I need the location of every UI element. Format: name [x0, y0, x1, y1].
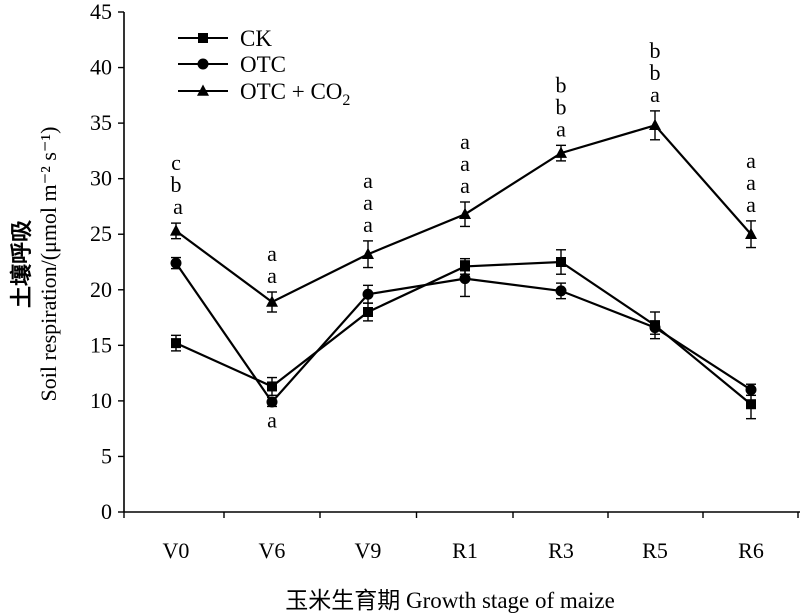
x-tick-label: V0	[163, 538, 190, 563]
significance-letter: a	[746, 192, 756, 217]
significance-letter: a	[363, 190, 373, 215]
significance-letter: b	[650, 60, 661, 85]
y-tick-label: 5	[101, 443, 112, 468]
significance-letter: a	[173, 194, 183, 219]
marker-triangle	[459, 207, 471, 219]
significance-letter: a	[746, 170, 756, 195]
significance-letter: a	[363, 168, 373, 193]
marker-circle	[266, 396, 278, 408]
x-tick-label: V6	[259, 538, 286, 563]
marker-square	[746, 399, 756, 410]
marker-triangle	[362, 247, 374, 259]
legend-label: OTC	[240, 52, 286, 77]
significance-letter: c	[171, 150, 181, 175]
marker-square	[363, 307, 373, 317]
y-tick-label: 0	[101, 499, 112, 524]
marker-square	[171, 338, 181, 349]
significance-letter: a	[267, 263, 277, 288]
y-axis-label-chinese: 土壤呼吸	[9, 219, 34, 308]
marker-triangle	[649, 118, 661, 131]
marker-triangle	[555, 146, 567, 158]
x-tick-label: R6	[738, 538, 764, 563]
legend-item: OTC + CO2	[178, 79, 350, 109]
y-tick-label: 40	[90, 55, 112, 80]
significance-letter: a	[267, 241, 277, 266]
y-tick-label: 25	[90, 221, 112, 246]
series-circle	[170, 256, 757, 408]
y-tick-label: 45	[90, 0, 112, 24]
marker-triangle	[266, 295, 278, 307]
y-tick-label: 20	[90, 277, 112, 302]
x-tick-label: V9	[355, 538, 382, 563]
y-tick-label: 15	[90, 332, 112, 357]
x-axis-label: 玉米生育期 Growth stage of maize	[285, 588, 615, 613]
marker-triangle	[745, 227, 757, 239]
x-tick-label: R3	[548, 538, 574, 563]
marker-circle	[459, 273, 471, 285]
marker-triangle	[170, 224, 182, 236]
significance-letter: b	[556, 94, 567, 119]
x-tick-label: R5	[642, 538, 668, 563]
marker-triangle	[197, 84, 209, 96]
marker-circle	[197, 58, 209, 70]
significance-letter: a	[460, 129, 470, 154]
significance-letter: a	[556, 116, 566, 141]
legend-label: CK	[240, 26, 272, 51]
significance-letter: a	[267, 408, 277, 433]
series-layer	[170, 110, 757, 420]
legend-label: OTC + CO2	[240, 79, 350, 109]
significance-letter: b	[171, 172, 182, 197]
y-axis-label: Soil respiration/(μmol m⁻² s⁻¹)	[36, 127, 61, 402]
y-tick-label: 30	[90, 166, 112, 191]
axes: 0 5 10 15 20 25 30 35 40 45 V0 V6 V9 R1 R3 R5 R6	[90, 0, 800, 563]
significance-letter: b	[650, 38, 661, 63]
significance-letter: b	[556, 72, 567, 97]
significance-letter: a	[460, 151, 470, 176]
significance-letter: a	[460, 173, 470, 198]
marker-square	[556, 257, 566, 267]
series-triangle	[170, 110, 757, 313]
significance-letter: a	[650, 82, 660, 107]
marker-circle	[745, 384, 757, 396]
marker-square	[198, 33, 208, 43]
marker-circle	[555, 285, 567, 297]
marker-circle	[362, 288, 374, 300]
significance-letter: a	[746, 148, 756, 173]
marker-circle	[170, 257, 182, 269]
y-tick-label: 10	[90, 388, 112, 413]
legend-item: CK	[178, 26, 272, 51]
legend-item: OTC	[178, 52, 286, 77]
significance-letter: a	[363, 212, 373, 237]
y-tick-label: 35	[90, 110, 112, 135]
marker-square	[267, 381, 277, 392]
x-tick-label: R1	[452, 538, 478, 563]
marker-circle	[649, 322, 661, 334]
